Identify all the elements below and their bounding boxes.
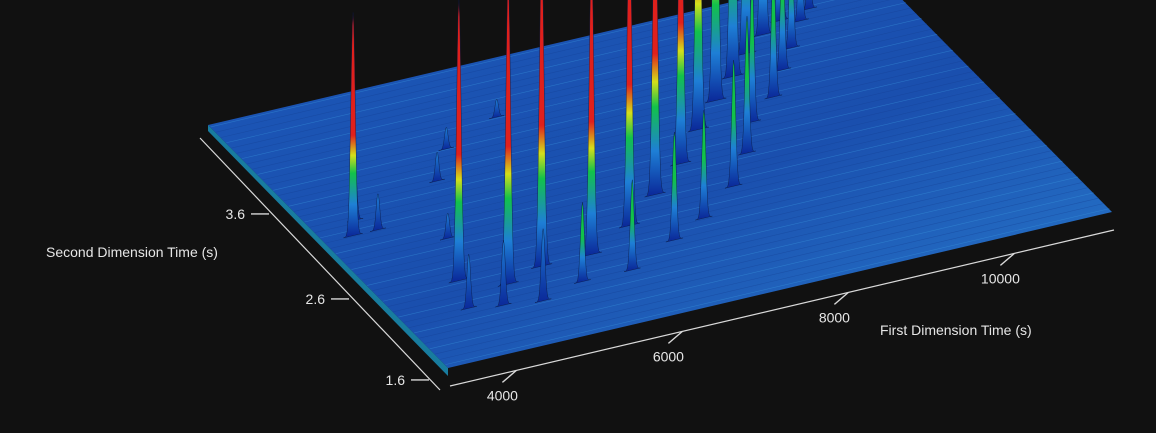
chart-peak [495,240,512,308]
chart-peak [665,131,683,243]
y-axis-line [199,137,441,391]
chart-peak [724,60,743,189]
chart-peak [343,12,363,239]
floor-streak [247,7,912,165]
y-axis-label: Second Dimension Time (s) [46,244,218,260]
chart-peak [438,126,455,151]
floor-streak [377,139,1042,297]
floor-streak [267,28,933,186]
peak-layer [343,0,817,311]
chart-peak [695,110,713,221]
floor-streak [445,208,1110,365]
chart-peak [531,0,553,269]
chart-peak [460,254,477,311]
x-tick-label: 10000 [981,270,1020,286]
floor-streak [309,70,974,228]
floor-streak [356,118,1021,276]
x-axis-label: First Dimension Time (s) [880,322,1032,338]
floor-streak [408,171,1073,328]
floor-streak [361,123,1026,281]
y-tick-label: 3.6 [226,206,246,222]
x-tick-label: 4000 [487,387,518,403]
x-tick [999,252,1015,266]
chart-peak [574,202,591,284]
floor-streak [419,181,1084,339]
floor-streak [387,150,1053,307]
floor-streak [440,203,1105,360]
chart-peak [704,0,727,104]
surface-front-wall [208,125,448,376]
y-tick-label: 2.6 [306,291,326,307]
floor-streak [424,187,1089,344]
x-axis-line [449,229,1115,387]
x-tick [501,369,517,383]
x-tick [667,330,683,344]
chart-peak [623,179,641,272]
floor-streak [314,76,980,233]
chart-peak [721,0,744,80]
chart-peak [439,212,456,241]
chart-peak [644,0,666,198]
floor-streak [278,39,943,196]
x-tick [833,291,849,305]
floor-streak [273,34,938,191]
chart-peak [534,228,552,303]
floor-streak [288,49,953,207]
chart-peak [489,98,505,119]
chart-peak [370,193,386,232]
chart-peak [792,0,809,23]
y-tick-label: 1.6 [386,372,406,388]
floor-streak [434,197,1100,355]
floor-streak [252,12,917,170]
floor-streak [283,44,948,202]
floor-streak [403,166,1068,323]
x-tick-label: 8000 [819,309,850,325]
x-axis: 4000 6000 8000 10000 [449,229,1115,403]
chart-peak [619,0,640,229]
chart-peak [429,151,445,183]
chart-peak [687,0,710,133]
chart-peak [752,0,773,38]
floor-streak [382,144,1047,302]
floor-streak [215,0,780,133]
floor-streak [414,176,1079,334]
floor-streak [330,92,995,249]
floor-streak [262,23,927,181]
floor-streak [429,192,1094,350]
chart-peak [764,0,783,100]
chart-peak [738,16,756,156]
y-axis: 1.6 2.6 3.6 [199,137,441,391]
floor-streak [398,160,1063,318]
floor-streak [304,65,969,223]
floor-streak [367,129,1032,286]
x-tick-label: 6000 [653,348,684,364]
